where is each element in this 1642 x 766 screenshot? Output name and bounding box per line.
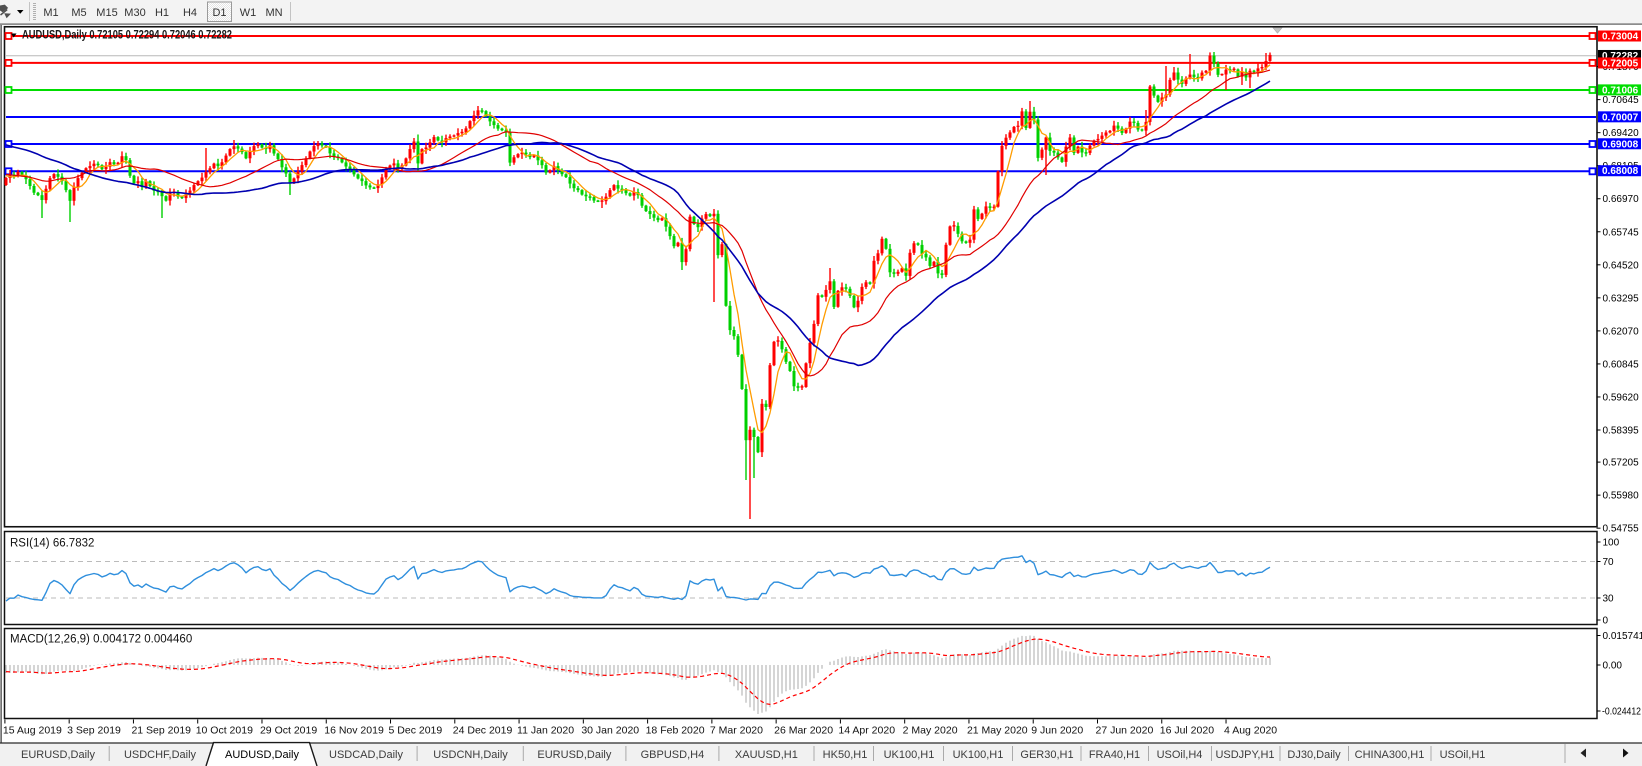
svg-text:MN: MN [265,7,282,19]
svg-text:USDCAD,Daily: USDCAD,Daily [329,749,403,761]
svg-text:H1: H1 [155,7,169,19]
svg-text:USOil,H1: USOil,H1 [1440,749,1486,761]
svg-text:GBPUSD,H4: GBPUSD,H4 [641,749,705,761]
svg-text:0.72282: 0.72282 [1602,51,1639,62]
svg-text:0.72005: 0.72005 [1602,58,1639,69]
svg-text:16 Nov 2019: 16 Nov 2019 [324,725,384,737]
svg-text:26 Mar 2020: 26 Mar 2020 [774,725,833,737]
svg-text:18 Feb 2020: 18 Feb 2020 [646,725,705,737]
svg-text:M1: M1 [43,7,58,19]
svg-text:2 May 2020: 2 May 2020 [903,725,958,737]
svg-text:AUDUSD,Daily 0.72105 0.72294: AUDUSD,Daily 0.72105 0.72294 0.72046 0.7… [22,28,232,42]
svg-text:14 Apr 2020: 14 Apr 2020 [838,725,895,737]
svg-text:USDJPY,H1: USDJPY,H1 [1215,749,1274,761]
svg-text:0.57205: 0.57205 [1603,458,1640,469]
svg-text:24 Dec 2019: 24 Dec 2019 [453,725,513,737]
svg-text:USDCNH,Daily: USDCNH,Daily [433,749,508,761]
svg-text:27 Jun 2020: 27 Jun 2020 [1095,725,1153,737]
svg-text:XAUUSD,H1: XAUUSD,H1 [735,749,798,761]
svg-text:M15: M15 [96,7,117,19]
svg-text:0.68008: 0.68008 [1602,166,1639,177]
svg-text:CHINA300,H1: CHINA300,H1 [1355,749,1425,761]
svg-text:FRA40,H1: FRA40,H1 [1089,749,1140,761]
svg-text:16 Jul 2020: 16 Jul 2020 [1160,725,1214,737]
svg-text:0.58395: 0.58395 [1603,426,1640,437]
svg-text:0.66970: 0.66970 [1603,194,1640,205]
svg-text:0: 0 [1603,616,1609,627]
svg-text:100: 100 [1603,538,1620,549]
svg-text:UK100,H1: UK100,H1 [953,749,1004,761]
svg-text:-0.024412: -0.024412 [1602,707,1641,718]
svg-text:0.60845: 0.60845 [1603,359,1640,370]
svg-text:29 Oct 2019: 29 Oct 2019 [260,725,317,737]
svg-text:0.73004: 0.73004 [1602,32,1639,43]
svg-text:EURUSD,Daily: EURUSD,Daily [537,749,611,761]
svg-text:0.71006: 0.71006 [1602,85,1639,96]
svg-text:0.65745: 0.65745 [1603,227,1640,238]
svg-text:UK100,H1: UK100,H1 [884,749,935,761]
svg-text:0.54755: 0.54755 [1603,524,1640,535]
svg-text:15 Aug 2019: 15 Aug 2019 [3,725,62,737]
svg-text:0.70645: 0.70645 [1603,95,1640,106]
svg-text:0.69420: 0.69420 [1603,128,1640,139]
svg-text:DJ30,Daily: DJ30,Daily [1287,749,1341,761]
svg-text:GER30,H1: GER30,H1 [1020,749,1073,761]
svg-text:M30: M30 [124,7,145,19]
svg-text:30: 30 [1603,594,1615,605]
svg-text:0.59620: 0.59620 [1603,392,1640,403]
svg-text:0.62070: 0.62070 [1603,326,1640,337]
svg-text:5 Dec 2019: 5 Dec 2019 [389,725,443,737]
svg-text:3 Sep 2019: 3 Sep 2019 [67,725,121,737]
svg-text:RSI(14) 66.7832: RSI(14) 66.7832 [10,538,94,550]
svg-text:0.63295: 0.63295 [1603,293,1640,304]
svg-text:H4: H4 [183,7,197,19]
svg-text:USDCHF,Daily: USDCHF,Daily [124,749,197,761]
svg-text:30 Jan 2020: 30 Jan 2020 [581,725,639,737]
svg-text:0.70007: 0.70007 [1602,112,1639,123]
svg-text:0.015741: 0.015741 [1603,631,1642,642]
svg-text:11 Jan 2020: 11 Jan 2020 [517,725,574,737]
svg-text:10 Oct 2019: 10 Oct 2019 [196,725,253,737]
svg-text:0.69008: 0.69008 [1602,139,1639,150]
svg-text:7 Mar 2020: 7 Mar 2020 [710,725,763,737]
svg-text:MACD(12,26,9) 0.004172 0.00446: MACD(12,26,9) 0.004172 0.004460 [10,634,192,646]
svg-text:HK50,H1: HK50,H1 [823,749,868,761]
svg-text:21 Sep 2019: 21 Sep 2019 [131,725,191,737]
svg-text:70: 70 [1603,557,1615,568]
svg-text:0.55980: 0.55980 [1603,491,1640,502]
svg-text:0.64520: 0.64520 [1603,260,1640,271]
svg-text:AUDUSD,Daily: AUDUSD,Daily [225,749,299,761]
svg-text:0.00: 0.00 [1603,661,1623,672]
svg-text:EURUSD,Daily: EURUSD,Daily [21,749,95,761]
svg-text:9 Jun 2020: 9 Jun 2020 [1031,725,1083,737]
svg-text:D1: D1 [212,7,226,19]
svg-text:USOil,H4: USOil,H4 [1157,749,1203,761]
svg-text:4 Aug 2020: 4 Aug 2020 [1224,725,1277,737]
svg-text:21 May 2020: 21 May 2020 [967,725,1028,737]
svg-text:W1: W1 [240,7,257,19]
svg-text:M5: M5 [71,7,86,19]
